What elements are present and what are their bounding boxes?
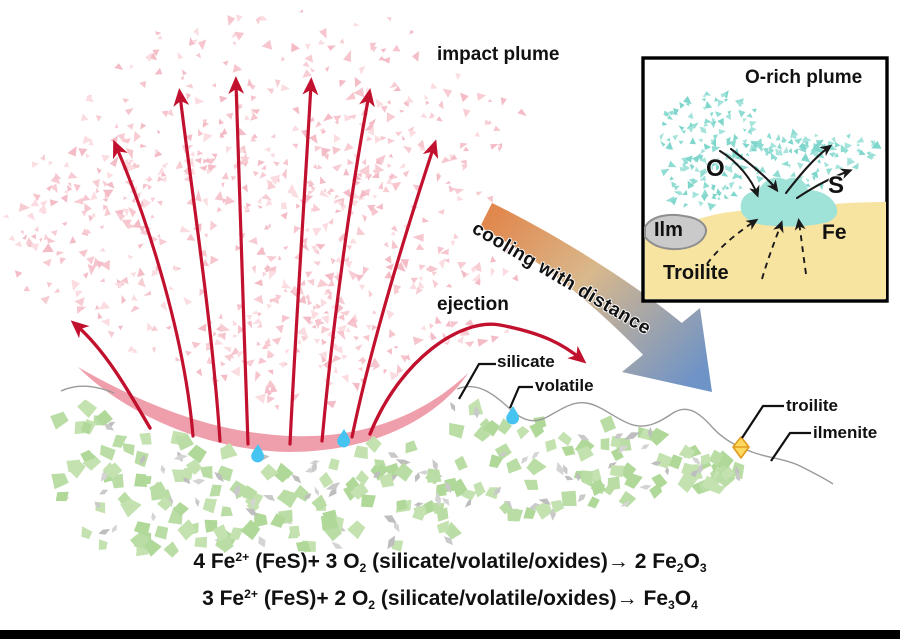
inset-ilmenite-blob bbox=[644, 213, 707, 251]
ejection-label: ejection bbox=[437, 294, 509, 315]
troilite-marker bbox=[732, 436, 750, 459]
inset-iron-dashed-arrows bbox=[706, 218, 807, 280]
troilite-label: troilite bbox=[786, 396, 838, 415]
volatile-droplets bbox=[251, 406, 519, 463]
plume-streamline-arrows bbox=[112, 76, 439, 446]
streamline-arrow bbox=[320, 88, 375, 443]
troilite-leader bbox=[741, 404, 784, 439]
silicate-leader bbox=[458, 362, 496, 400]
streamline-arrow bbox=[112, 139, 195, 438]
streamline-arrow bbox=[350, 139, 439, 439]
inset-title: O-rich plume bbox=[745, 67, 863, 88]
volatile-label: volatile bbox=[535, 376, 594, 395]
inset-fe-label: Fe bbox=[822, 221, 847, 244]
inset-oxygen-label: O bbox=[706, 155, 725, 182]
ilmenite-label: ilmenite bbox=[813, 423, 878, 442]
ejecta-curtain bbox=[78, 367, 468, 452]
regolith-particle-field bbox=[50, 398, 745, 558]
ilmenite-leader bbox=[770, 431, 811, 462]
streamline-arrow bbox=[288, 77, 319, 446]
silicate-label: silicate bbox=[497, 352, 555, 371]
inset-panel bbox=[641, 56, 889, 303]
inset-sulfur-label: S bbox=[828, 172, 845, 199]
surface-line bbox=[60, 385, 834, 485]
equation-hematite: 4 Fe2+ (FeS)+ 3 O2 (silicate/volatile/ox… bbox=[193, 550, 707, 575]
droplet-icon bbox=[337, 429, 350, 448]
equation-magnetite: 3 Fe2+ (FeS)+ 2 O2 (silicate/volatile/ox… bbox=[202, 587, 698, 612]
inset-melt-pocket bbox=[740, 177, 838, 227]
bottom-black-bar bbox=[0, 630, 900, 639]
ejection-arrow-left bbox=[70, 320, 152, 430]
volatile-leader bbox=[508, 385, 533, 409]
inset-oxygen-plume-particles bbox=[659, 90, 882, 211]
inset-sulfur-arrows bbox=[784, 144, 853, 200]
surface-line-left bbox=[60, 385, 115, 394]
inset-ilm-label: Ilm bbox=[654, 219, 683, 241]
label-leader-lines bbox=[458, 362, 811, 462]
cooling-gradient-arrow bbox=[480, 203, 712, 392]
surface-line-right bbox=[456, 385, 834, 485]
cooling-arrowhead bbox=[622, 308, 712, 392]
inset-oxygen-arrows bbox=[718, 147, 779, 198]
ejection-arrow-right bbox=[368, 322, 587, 436]
impact-plume-particle-cloud bbox=[2, 9, 527, 411]
inset-troilite-label: Troilite bbox=[663, 262, 729, 284]
impact-plume-label: impact plume bbox=[437, 44, 560, 65]
droplet-icon bbox=[251, 444, 264, 463]
droplet-icon bbox=[506, 406, 519, 425]
streamline-arrow bbox=[228, 76, 250, 446]
streamline-arrow bbox=[173, 88, 222, 443]
